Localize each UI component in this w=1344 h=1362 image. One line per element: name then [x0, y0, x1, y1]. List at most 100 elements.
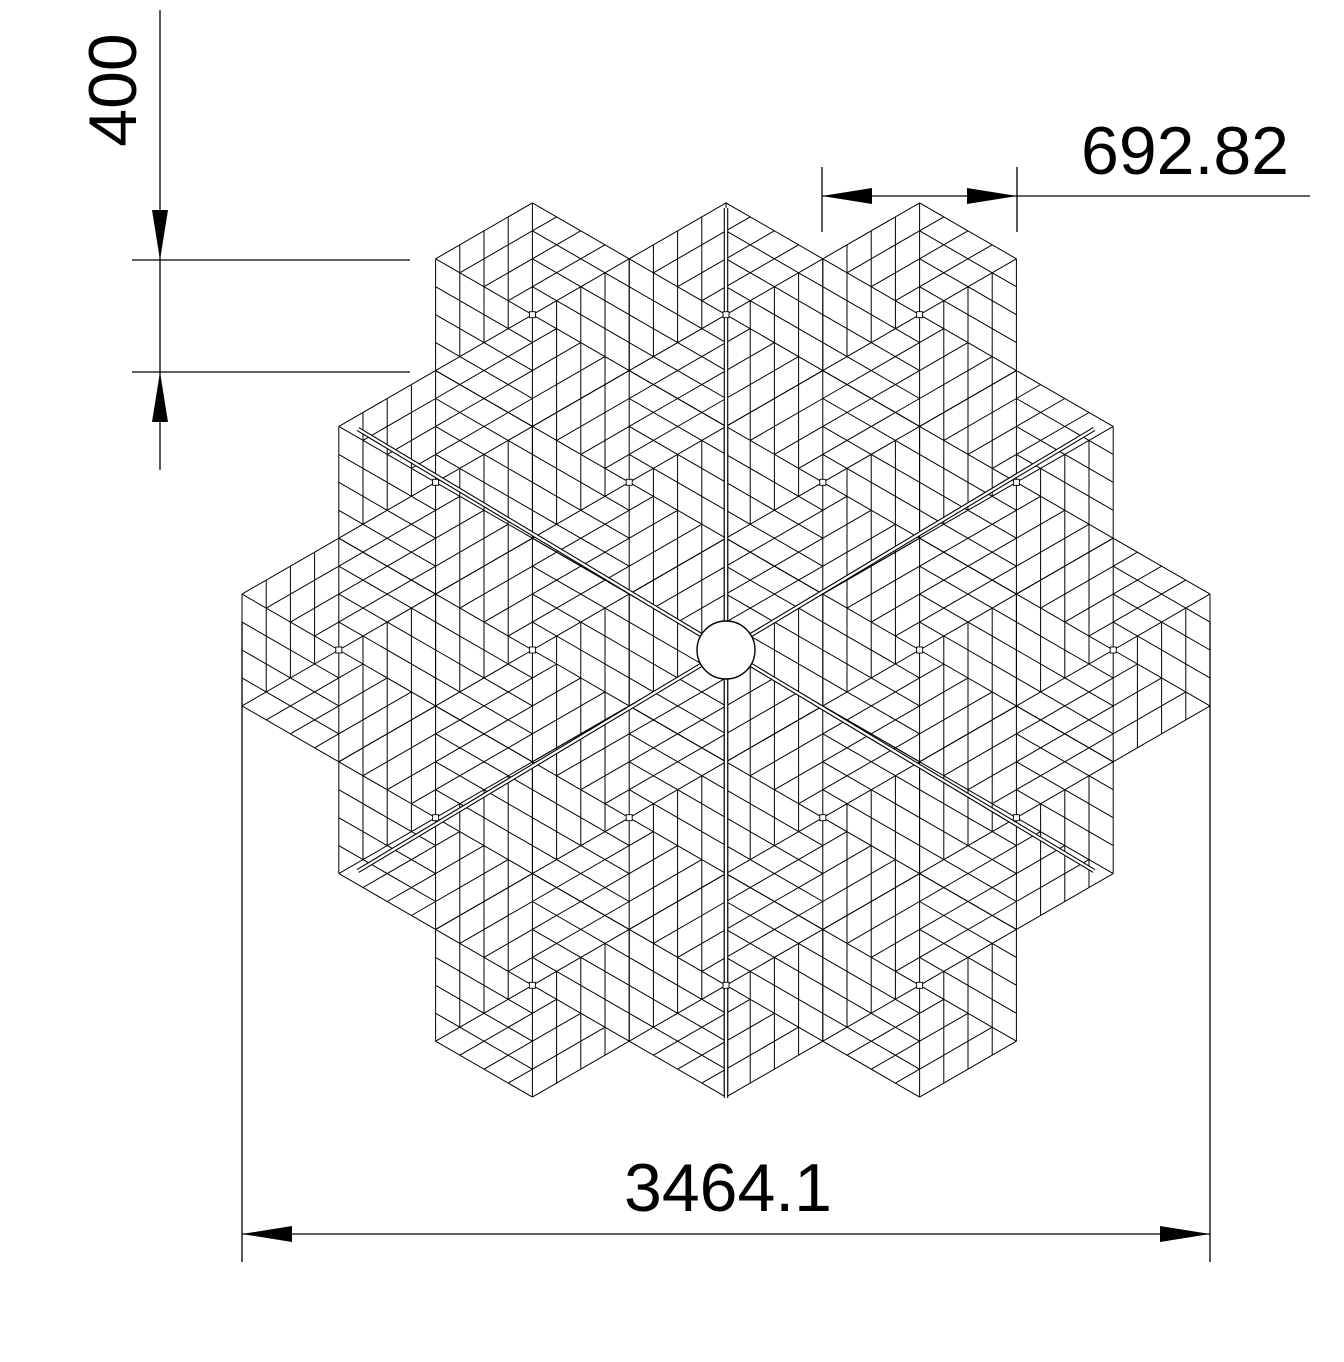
truss-member — [798, 942, 824, 958]
truss-member — [895, 998, 920, 1014]
overall-width-dimension: 3464.1 — [241, 622, 1211, 1262]
truss-member — [532, 593, 582, 623]
truss-member — [314, 663, 340, 679]
truss-member — [919, 887, 945, 902]
truss-member — [774, 845, 824, 875]
truss-member — [241, 537, 340, 595]
truss-member — [1064, 593, 1114, 623]
truss-member — [870, 258, 920, 288]
truss-member — [653, 342, 727, 385]
overall-width-arrow-right — [1160, 1226, 1210, 1242]
truss-member — [435, 384, 461, 399]
truss-member — [653, 565, 727, 609]
truss-member — [822, 789, 848, 805]
truss-member — [435, 286, 509, 330]
truss-member — [725, 244, 799, 288]
joint-node — [432, 814, 440, 822]
joint-node — [916, 981, 924, 989]
truss-member — [653, 691, 727, 735]
truss-member — [822, 733, 896, 777]
truss-member — [919, 370, 1017, 427]
truss-member — [435, 495, 461, 511]
truss-member — [1088, 663, 1114, 679]
truss-member — [435, 719, 461, 735]
truss-member — [1040, 565, 1114, 609]
truss-member — [1112, 579, 1187, 623]
truss-member — [507, 439, 533, 455]
truss-member — [556, 523, 630, 567]
truss-member — [822, 859, 896, 902]
truss-member — [604, 942, 630, 958]
truss-member — [895, 733, 920, 749]
truss-member — [604, 453, 630, 469]
truss-member — [459, 230, 533, 274]
truss-member — [749, 509, 824, 553]
truss-member — [628, 789, 654, 805]
joint-node — [335, 646, 343, 654]
truss-member — [725, 677, 775, 707]
overall-width-label: 3464.1 — [624, 1150, 832, 1226]
truss-member — [943, 523, 1017, 567]
truss-member — [314, 733, 340, 749]
truss-member — [1016, 495, 1041, 511]
truss-member — [991, 831, 1017, 847]
truss-member — [628, 831, 654, 847]
truss-member — [677, 928, 727, 958]
truss-member — [314, 621, 340, 637]
truss-member — [532, 565, 606, 609]
truss-member — [919, 691, 993, 735]
truss-member — [362, 398, 436, 441]
truss-member — [1016, 733, 1090, 777]
truss-member — [919, 244, 993, 288]
truss-member — [1040, 467, 1114, 511]
truss-member — [943, 733, 1017, 777]
truss-member — [725, 537, 824, 595]
truss-member — [991, 453, 1017, 469]
truss-member — [822, 370, 920, 427]
truss-member — [653, 1012, 727, 1056]
truss-member — [338, 370, 436, 427]
truss-member — [1040, 677, 1114, 721]
truss-member — [919, 202, 1017, 260]
truss-member — [895, 621, 920, 637]
truss-member — [798, 495, 824, 511]
truss-member — [532, 928, 582, 958]
truss-member — [653, 467, 727, 511]
truss-member — [919, 216, 945, 232]
truss-member — [725, 216, 751, 232]
truss-member — [822, 453, 848, 469]
truss-member — [435, 523, 509, 567]
truss-member — [822, 1040, 920, 1098]
truss-member — [919, 453, 993, 497]
truss-member — [1064, 677, 1114, 707]
truss-member — [895, 398, 920, 413]
truss-member — [919, 230, 993, 274]
truss-member — [943, 509, 1017, 553]
truss-member — [943, 398, 1017, 441]
support-arm — [725, 428, 1095, 651]
truss-member — [411, 495, 436, 511]
truss-member — [628, 845, 678, 875]
truss-member — [967, 509, 1017, 539]
truss-member — [241, 677, 267, 693]
truss-member — [532, 453, 606, 497]
truss-member — [895, 1068, 920, 1084]
truss-member — [822, 509, 872, 539]
truss-member — [701, 328, 727, 344]
truss-member — [628, 761, 678, 791]
truss-member — [774, 425, 824, 455]
truss-member — [822, 425, 872, 455]
truss-member — [290, 593, 340, 623]
truss-member — [507, 663, 533, 679]
joint-node — [722, 981, 730, 989]
truss-member — [749, 845, 824, 888]
truss-member — [919, 873, 1017, 930]
truss-member — [919, 537, 1017, 595]
truss-member — [411, 607, 436, 623]
truss-member — [1016, 747, 1090, 791]
truss-member — [846, 467, 920, 511]
truss-member — [991, 789, 1017, 805]
truss-member — [991, 942, 1017, 958]
truss-member — [943, 970, 1017, 1014]
